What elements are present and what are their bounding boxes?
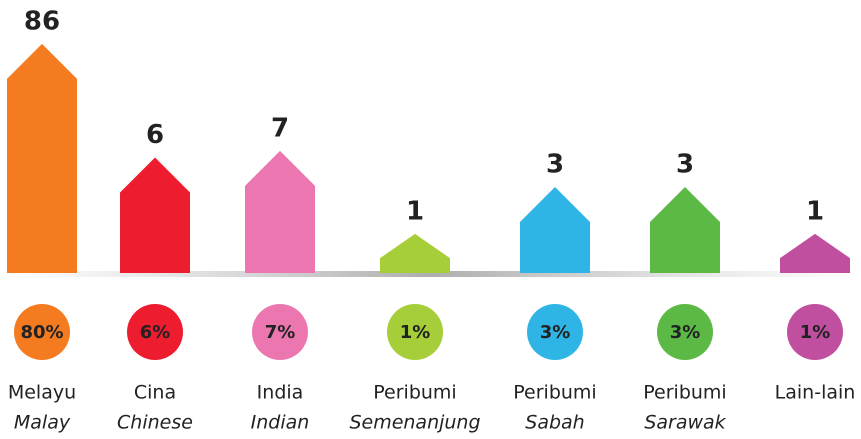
bar xyxy=(380,233,450,273)
value-label: 3 xyxy=(676,150,694,180)
share-circle xyxy=(527,304,583,360)
category-label-en: Chinese xyxy=(117,412,193,434)
category-label-en: Malay xyxy=(14,412,71,434)
share-label: 7% xyxy=(265,322,296,343)
bar xyxy=(245,150,315,273)
share-circle xyxy=(657,304,713,360)
value-label: 1 xyxy=(406,196,424,226)
category-label: Lain-lain xyxy=(775,382,856,404)
bar xyxy=(120,157,190,273)
category-label-en: Sarawak xyxy=(644,412,726,434)
value-label: 3 xyxy=(546,150,564,180)
category-label: Peribumi xyxy=(373,382,456,404)
bar xyxy=(650,187,720,273)
category-label-en: Sabah xyxy=(525,412,584,434)
category-label-en: Semenanjung xyxy=(349,412,480,434)
bar xyxy=(780,233,850,273)
category-label: Cina xyxy=(134,382,176,404)
value-label: 1 xyxy=(806,196,824,226)
share-label: 3% xyxy=(670,322,701,343)
category-label-en: Indian xyxy=(251,412,310,434)
share-label: 1% xyxy=(400,322,431,343)
category-label: India xyxy=(257,382,304,404)
category-label: Melayu xyxy=(8,382,76,404)
share-label: 3% xyxy=(540,322,571,343)
share-circle xyxy=(387,304,443,360)
baseline-shadow xyxy=(0,271,861,277)
share-circle xyxy=(127,304,183,360)
share-label: 6% xyxy=(140,322,171,343)
category-label: Peribumi xyxy=(513,382,596,404)
share-circle xyxy=(252,304,308,360)
bar xyxy=(7,43,77,273)
share-label: 80% xyxy=(20,322,63,343)
share-label: 1% xyxy=(800,322,831,343)
value-label: 6 xyxy=(146,120,164,150)
value-label: 86 xyxy=(24,6,60,36)
category-label: Peribumi xyxy=(643,382,726,404)
share-circle xyxy=(787,304,843,360)
share-circle xyxy=(14,304,70,360)
value-label: 7 xyxy=(271,113,289,143)
bar xyxy=(520,187,590,273)
